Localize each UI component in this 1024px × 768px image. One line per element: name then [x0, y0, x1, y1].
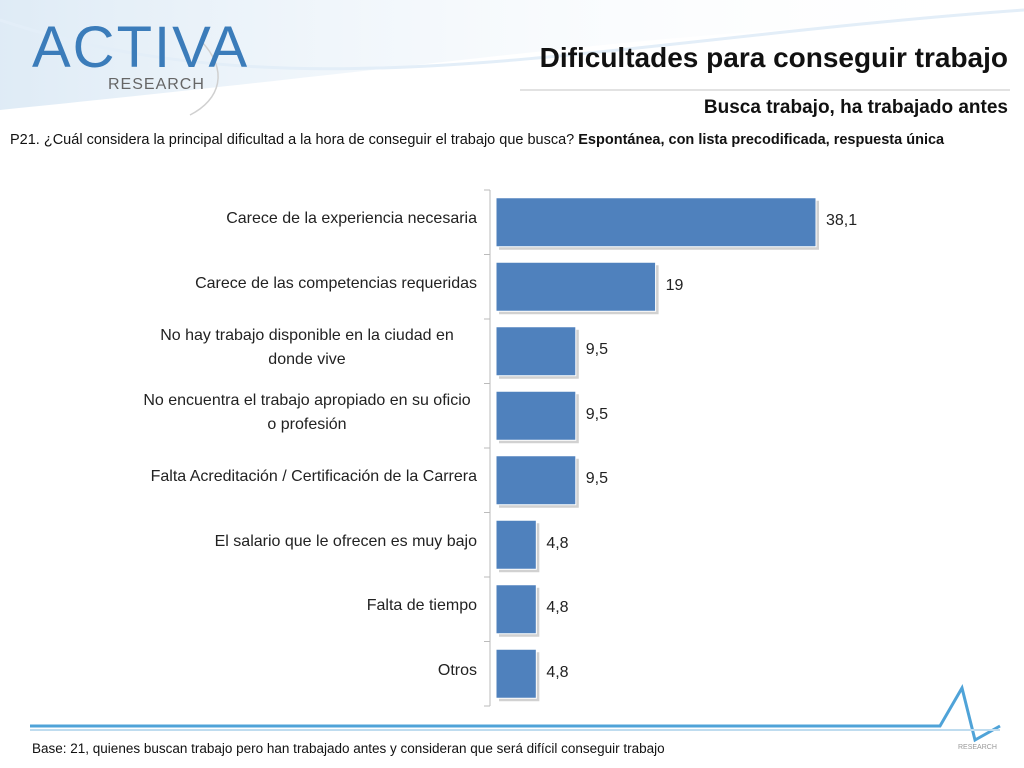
value-label: 4,8 [546, 599, 568, 617]
value-label-text: 4,8 [546, 534, 569, 552]
footer-line [30, 684, 1001, 743]
bar [495, 584, 537, 635]
header-swoosh [0, 0, 1024, 110]
category-label: No encuentra el trabajo apropiado en su … [120, 383, 477, 443]
category-label-text: No encuentra el trabajo apropiado en su … [143, 391, 471, 433]
bar [495, 326, 577, 377]
category-label: Falta de tiempo [120, 576, 477, 636]
question-note: Espontánea, con lista precodificada, res… [578, 132, 945, 148]
category-label: El salario que le ofrecen es muy bajo [120, 512, 477, 572]
value-label-text: 9,5 [585, 405, 609, 423]
value-label-text: 38,1 [826, 212, 858, 230]
category-label-text: Otros [437, 661, 477, 679]
category-label: No hay trabajo disponible en la ciudad e… [120, 318, 477, 378]
question-text: P21. ¿Cuál considera la principal dificu… [10, 132, 575, 148]
bar [495, 390, 577, 441]
bar [495, 261, 657, 312]
value-label: 4,8 [546, 535, 568, 553]
category-label-text: No hay trabajo disponible en la ciudad e… [160, 327, 454, 369]
question: P21. ¿Cuál considera la principal dificu… [10, 131, 1000, 149]
title: Dificultades para conseguir trabajo [539, 42, 1008, 73]
header-swoosh [0, 8, 1024, 71]
category-label: Carece de la experiencia necesaria [120, 189, 477, 249]
value-label-text: 4,8 [546, 663, 569, 681]
value-label-text: 19 [665, 276, 684, 294]
bar [495, 519, 537, 570]
category-label-text: El salario que le ofrecen es muy bajo [214, 532, 477, 550]
value-label-text: 4,8 [546, 599, 569, 617]
footnote: Base: 21, quienes buscan trabajo pero ha… [32, 741, 665, 756]
bar [495, 197, 817, 248]
category-label: Falta Acreditación / Certificación de la… [120, 447, 477, 507]
value-label: 4,8 [546, 664, 568, 682]
value-label: 9,5 [586, 341, 608, 359]
value-label: 9,5 [586, 406, 608, 424]
value-label-text: 9,5 [585, 470, 609, 488]
chart [484, 189, 819, 707]
logo: ACTIVA [32, 15, 250, 80]
logo-subtext: RESEARCH [108, 76, 205, 93]
value-label: 9,5 [586, 470, 608, 488]
bar [495, 648, 537, 699]
category-label-text: Falta de tiempo [366, 597, 477, 615]
category-label-text: Carece de la experiencia necesaria [226, 210, 477, 228]
category-label-text: Carece de las competencias requeridas [195, 274, 477, 292]
bar [495, 455, 577, 506]
category-label: Carece de las competencias requeridas [120, 254, 477, 314]
footer-logo: RESEARCH [958, 744, 997, 751]
logo-arc [189, 39, 219, 116]
value-label: 19 [666, 277, 684, 295]
subtitle: Busca trabajo, ha trabajado antes [703, 97, 1008, 118]
value-label-text: 9,5 [585, 341, 609, 359]
category-label-text: Falta Acreditación / Certificación de la… [150, 468, 477, 486]
value-label: 38,1 [826, 212, 857, 230]
category-label: Otros [120, 641, 477, 701]
